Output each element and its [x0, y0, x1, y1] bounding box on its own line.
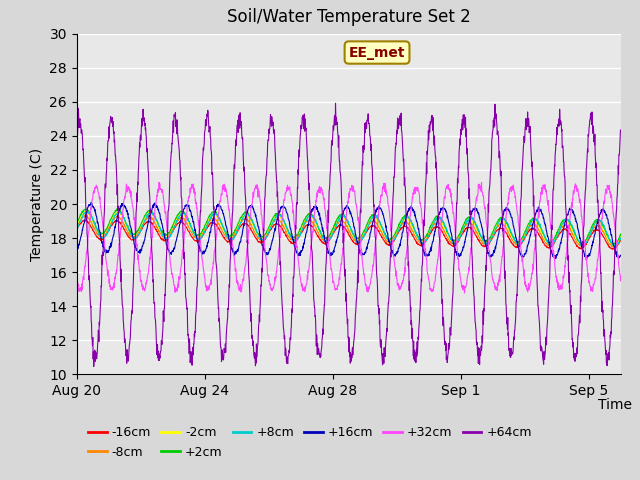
- X-axis label: Time: Time: [598, 398, 632, 412]
- Title: Soil/Water Temperature Set 2: Soil/Water Temperature Set 2: [227, 9, 470, 26]
- Legend: -16cm, -8cm, -2cm, +2cm, +8cm, +16cm, +32cm, +64cm: -16cm, -8cm, -2cm, +2cm, +8cm, +16cm, +3…: [83, 421, 537, 464]
- Y-axis label: Temperature (C): Temperature (C): [30, 147, 44, 261]
- Text: EE_met: EE_met: [349, 46, 405, 60]
